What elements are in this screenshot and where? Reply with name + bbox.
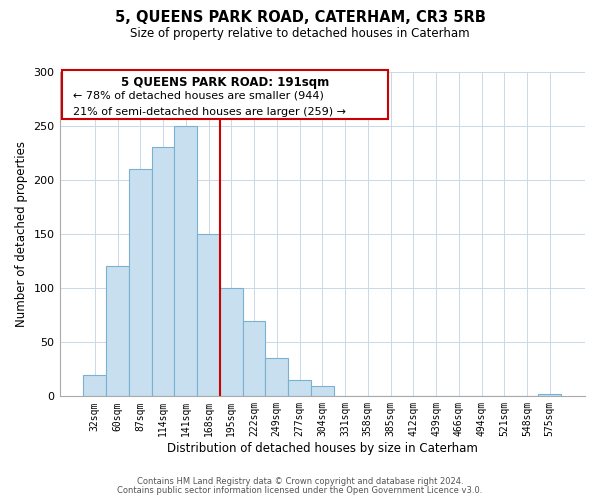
Bar	[288, 380, 311, 396]
Text: Contains public sector information licensed under the Open Government Licence v3: Contains public sector information licen…	[118, 486, 482, 495]
Bar	[129, 169, 152, 396]
Text: Contains HM Land Registry data © Crown copyright and database right 2024.: Contains HM Land Registry data © Crown c…	[137, 477, 463, 486]
Bar	[83, 374, 106, 396]
Bar	[175, 126, 197, 396]
Text: 5, QUEENS PARK ROAD, CATERHAM, CR3 5RB: 5, QUEENS PARK ROAD, CATERHAM, CR3 5RB	[115, 10, 485, 25]
Bar	[152, 148, 175, 396]
Bar	[197, 234, 220, 396]
Bar	[242, 320, 265, 396]
Bar	[538, 394, 561, 396]
Text: 21% of semi-detached houses are larger (259) →: 21% of semi-detached houses are larger (…	[73, 107, 346, 117]
Bar	[265, 358, 288, 397]
Text: 5 QUEENS PARK ROAD: 191sqm: 5 QUEENS PARK ROAD: 191sqm	[121, 76, 329, 90]
Bar	[311, 386, 334, 396]
Y-axis label: Number of detached properties: Number of detached properties	[15, 141, 28, 327]
Bar	[106, 266, 129, 396]
Text: ← 78% of detached houses are smaller (944): ← 78% of detached houses are smaller (94…	[73, 91, 323, 101]
X-axis label: Distribution of detached houses by size in Caterham: Distribution of detached houses by size …	[167, 442, 478, 455]
FancyBboxPatch shape	[62, 70, 388, 118]
Bar	[220, 288, 242, 397]
Text: Size of property relative to detached houses in Caterham: Size of property relative to detached ho…	[130, 28, 470, 40]
